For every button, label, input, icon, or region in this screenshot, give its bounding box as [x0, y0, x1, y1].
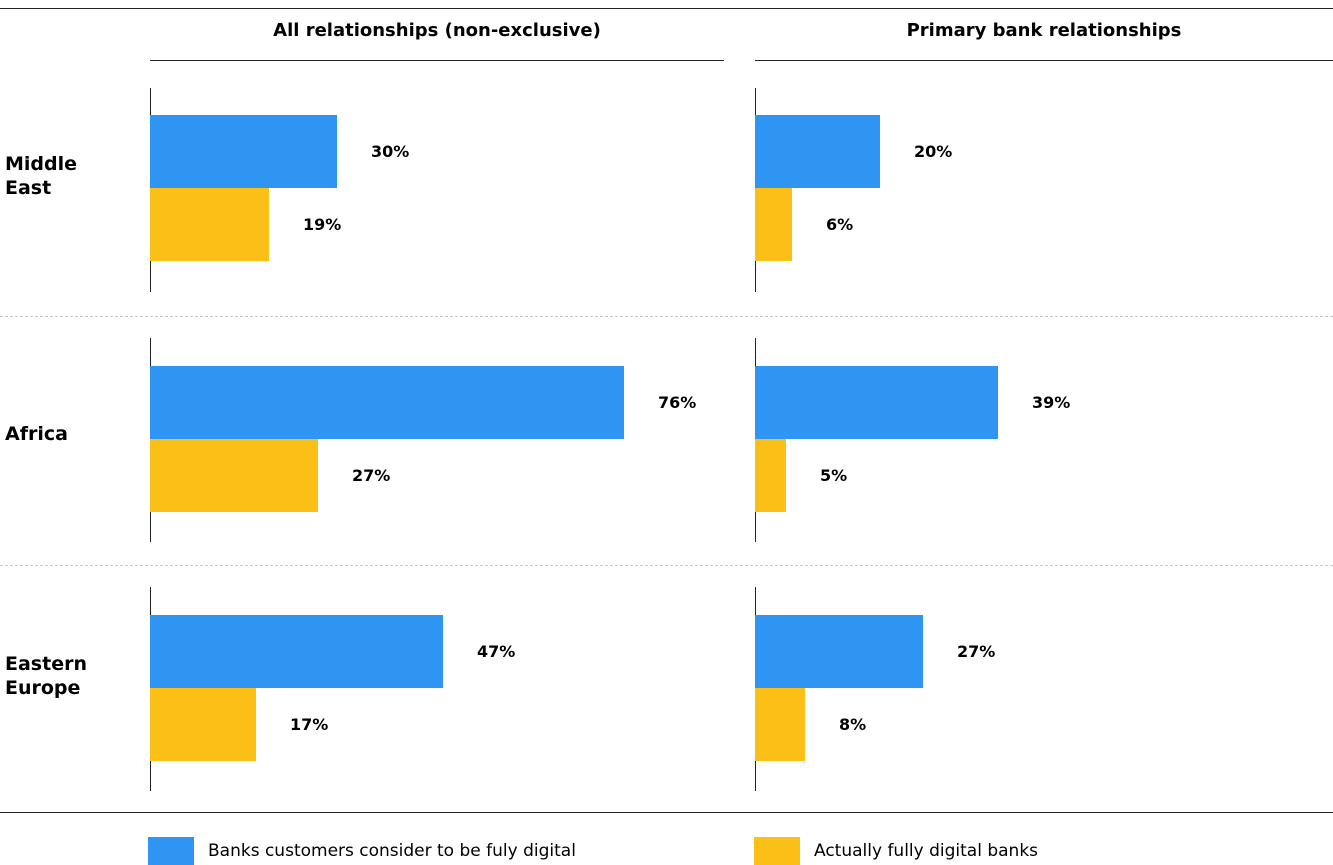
bar [150, 615, 443, 688]
data-label: 30% [371, 142, 410, 161]
data-label: 20% [914, 142, 953, 161]
bar [755, 439, 786, 512]
data-label: 8% [839, 715, 867, 734]
bar [755, 188, 792, 261]
bar [755, 688, 805, 761]
bar [150, 688, 256, 761]
data-label: 17% [290, 715, 329, 734]
bar [755, 366, 998, 439]
panel-title: Primary bank relationships [906, 20, 1182, 41]
bar [150, 115, 337, 188]
panel-header-rule [755, 60, 1333, 61]
data-label: 6% [826, 215, 854, 234]
section-separator [0, 565, 1333, 566]
bar [150, 366, 624, 439]
panel-title: All relationships (non-exclusive) [273, 20, 601, 41]
region-label: Eastern Europe [5, 653, 87, 699]
bar [150, 188, 269, 261]
panel-header-rule [150, 60, 724, 61]
data-label: 27% [352, 466, 391, 485]
legend-label: Actually fully digital banks [814, 841, 1039, 861]
legend-swatch [148, 837, 194, 865]
bar [755, 615, 923, 688]
legend-label: Banks customers consider to be fuly digi… [208, 841, 576, 861]
bottom-rule [0, 812, 1333, 813]
region-label: Africa [5, 423, 68, 445]
bar [150, 439, 318, 512]
legend-swatch [754, 837, 800, 865]
region-label: Middle East [5, 153, 78, 199]
data-label: 76% [658, 393, 697, 412]
top-rule [0, 8, 1333, 9]
data-label: 19% [303, 215, 342, 234]
data-label: 39% [1032, 393, 1071, 412]
section-separator [0, 316, 1333, 317]
data-label: 27% [957, 642, 996, 661]
data-label: 47% [477, 642, 516, 661]
data-label: 5% [820, 466, 848, 485]
bar [755, 115, 880, 188]
